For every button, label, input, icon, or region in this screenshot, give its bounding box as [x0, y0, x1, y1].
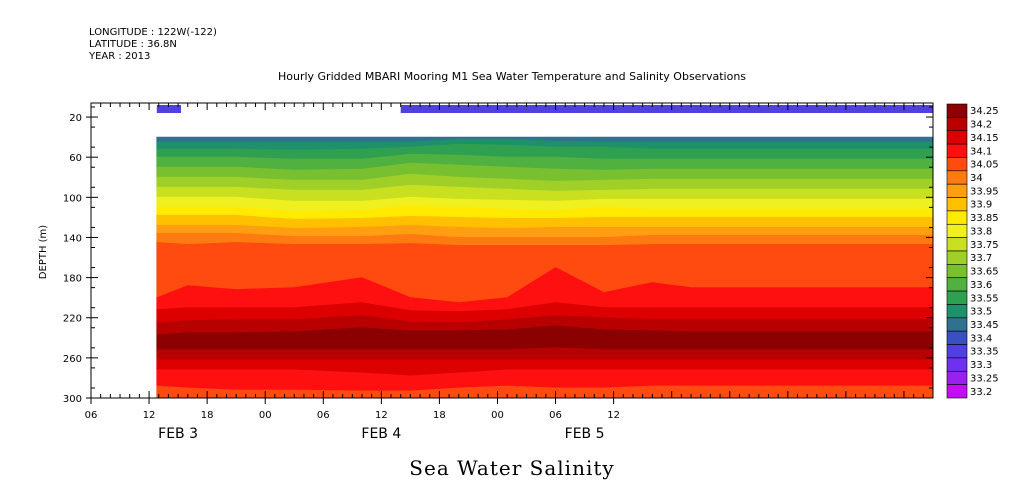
legend-label: 33.5: [970, 307, 992, 318]
legend-label: 33.3: [970, 360, 992, 371]
x-tick-label: 12: [143, 410, 156, 421]
top-data-bar: [156, 105, 182, 113]
legend-swatch: [946, 264, 968, 279]
y-tick-label: 100: [63, 193, 82, 204]
legend-label: 33.7: [970, 253, 992, 264]
legend-swatch: [946, 290, 968, 305]
legend-swatch: [946, 103, 968, 118]
legend-swatch: [946, 117, 968, 132]
legend-swatch: [946, 384, 968, 399]
legend-label: 33.75: [970, 240, 999, 251]
y-tick-label: 140: [63, 233, 82, 244]
legend-label: 33.95: [970, 186, 999, 197]
legend-label: 33.2: [970, 387, 992, 398]
legend-swatch: [946, 130, 968, 145]
legend-label: 33.8: [970, 226, 992, 237]
legend-label: 34.1: [970, 146, 992, 157]
top-data-bar: [400, 105, 933, 113]
legend-swatch: [946, 370, 968, 385]
color-legend: 34.25 34.2 34.15 34.1 34.05 34 33.95 33.9 33.85 3…: [946, 103, 999, 399]
legend-label: 34.25: [970, 106, 999, 117]
legend-label: 33.65: [970, 267, 999, 278]
longitude-label: LONGITUDE : 122W(-122): [89, 27, 217, 38]
legend-label: 33.4: [970, 333, 992, 344]
x-tick-label: 00: [259, 410, 272, 421]
legend-swatch: [946, 330, 968, 345]
x-tick-label: 12: [375, 410, 388, 421]
x-tick-label: 06: [549, 410, 562, 421]
legend-label: 34.2: [970, 120, 992, 131]
legend-label: 33.6: [970, 280, 992, 291]
y-tick-label: 20: [69, 113, 82, 124]
date-label: FEB 4: [361, 426, 401, 442]
legend-label: 33.35: [970, 347, 999, 358]
x-tick-label: 06: [85, 410, 98, 421]
legend-label: 34: [970, 173, 983, 184]
legend-label: 34.15: [970, 133, 999, 144]
x-tick-label: 12: [607, 410, 620, 421]
x-tick-label: 00: [491, 410, 504, 421]
legend-swatch: [946, 170, 968, 185]
legend-swatch: [946, 317, 968, 332]
y-axis-label: DEPTH (m): [38, 225, 49, 279]
header-block: LONGITUDE : 122W(-122) LATITUDE : 36.8N …: [88, 27, 217, 62]
legend-label: 33.9: [970, 200, 992, 211]
chart-title: Hourly Gridded MBARI Mooring M1 Sea Wate…: [278, 70, 746, 83]
plot-frame: [90, 102, 934, 399]
contour-band: [156, 347, 934, 361]
legend-swatch: [946, 277, 968, 292]
y-tick-label: 300: [63, 394, 82, 405]
y-tick-label: 180: [63, 274, 82, 285]
legend-label: 33.55: [970, 293, 999, 304]
year-label: YEAR : 2013: [88, 51, 150, 62]
latitude-label: LATITUDE : 36.8N: [89, 39, 177, 50]
date-label: FEB 5: [565, 426, 605, 442]
plot-area: [91, 103, 934, 399]
legend-swatch: [946, 157, 968, 172]
x-tick-label: 18: [433, 410, 446, 421]
footer-title: Sea Water Salinity: [409, 456, 614, 480]
legend-label: 33.85: [970, 213, 999, 224]
date-label: FEB 3: [158, 426, 198, 442]
y-tick-label: 60: [69, 153, 82, 164]
legend-swatch: [946, 237, 968, 252]
x-tick-label: 18: [201, 410, 214, 421]
legend-label: 34.05: [970, 160, 999, 171]
legend-swatch: [946, 183, 968, 198]
legend-swatch: [946, 344, 968, 359]
y-tick-label: 220: [63, 314, 82, 325]
legend-swatch: [946, 223, 968, 238]
legend-swatch: [946, 197, 968, 212]
legend-swatch: [946, 210, 968, 225]
legend-label: 33.45: [970, 320, 999, 331]
legend-swatch: [946, 304, 968, 319]
legend-swatch: [946, 250, 968, 265]
legend-swatch: [946, 143, 968, 158]
legend-swatch: [946, 357, 968, 372]
x-tick-label: 06: [317, 410, 330, 421]
legend-label: 33.25: [970, 373, 999, 384]
y-tick-label: 260: [63, 354, 82, 365]
